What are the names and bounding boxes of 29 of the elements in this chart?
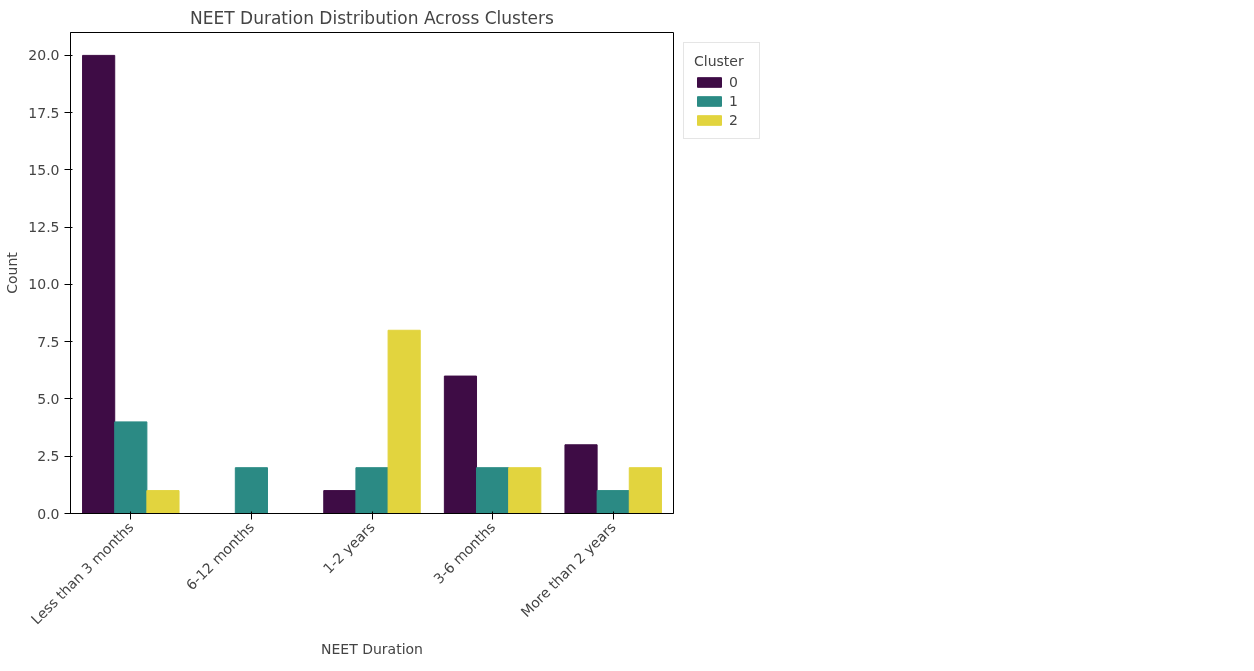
y-axis-title: Count: [4, 251, 21, 294]
bar: [596, 490, 630, 514]
chart-title: NEET Duration Distribution Across Clusters: [190, 7, 555, 28]
bar: [234, 467, 268, 514]
legend-label: 1: [729, 93, 739, 109]
y-tick-label: 20.0: [28, 47, 60, 64]
bar: [628, 467, 662, 514]
bar: [114, 421, 148, 514]
y-tick-label: 15.0: [28, 161, 60, 178]
bar: [564, 444, 598, 514]
bar: [508, 467, 542, 514]
bar: [355, 467, 389, 514]
bar: [323, 490, 357, 514]
y-tick-label: 10.0: [28, 276, 60, 293]
bar: [82, 54, 116, 514]
y-tick-label: 12.5: [28, 219, 60, 236]
legend-title: Cluster: [694, 53, 745, 69]
bar: [443, 375, 478, 514]
y-tick-label: 17.5: [28, 104, 60, 121]
bar: [387, 329, 421, 514]
legend-label: 0: [729, 74, 739, 90]
x-axis-title: NEET Duration: [321, 641, 423, 658]
y-tick-label: 5.0: [37, 390, 60, 407]
bar: [476, 467, 510, 514]
y-tick-label: 0.0: [37, 505, 60, 522]
bar: [146, 490, 180, 514]
y-tick-label: 7.5: [37, 333, 60, 350]
y-tick-label: 2.5: [37, 448, 60, 465]
legend-label: 2: [729, 112, 739, 128]
